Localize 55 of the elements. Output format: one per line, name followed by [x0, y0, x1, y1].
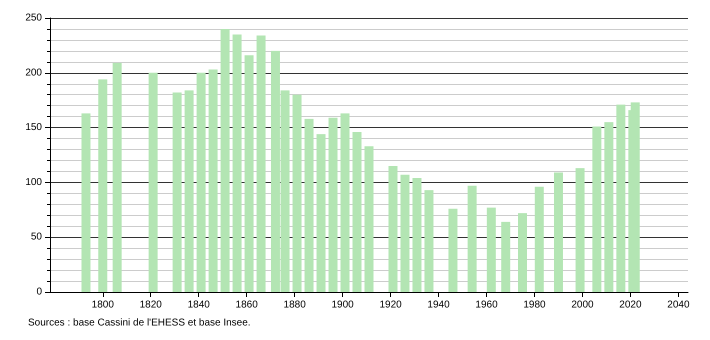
- y-tick-label: 250: [25, 12, 42, 24]
- bar: [98, 79, 108, 292]
- bar: [208, 70, 218, 292]
- y-tick-label: 100: [25, 176, 42, 188]
- x-tick-label: 1900: [331, 300, 354, 310]
- bar: [364, 146, 374, 292]
- bar: [220, 28, 230, 292]
- bar: [184, 90, 194, 292]
- x-tick-label: 1980: [523, 300, 546, 310]
- bar: [148, 72, 158, 292]
- bar: [554, 172, 563, 292]
- bar: [630, 102, 640, 292]
- bar: [424, 190, 434, 292]
- bar: [81, 113, 90, 292]
- bar: [604, 122, 614, 292]
- bar: [576, 168, 585, 292]
- x-tick-label: 2040: [667, 300, 690, 310]
- x-tick-label: 1840: [188, 300, 210, 310]
- bar: [196, 72, 206, 292]
- x-tick-label: 1880: [284, 300, 306, 310]
- y-tick-label: 150: [25, 122, 42, 134]
- bar: [501, 222, 510, 292]
- bar: [616, 104, 626, 292]
- x-tick-label: 2020: [619, 300, 642, 310]
- bar: [518, 213, 528, 292]
- x-tick-label: 1860: [236, 300, 258, 310]
- y-tick-label: 50: [30, 232, 42, 243]
- bar: [534, 186, 544, 292]
- bar: [352, 132, 362, 292]
- x-tick-label: 1920: [379, 300, 402, 310]
- bar: [340, 113, 350, 292]
- bar: [400, 174, 410, 292]
- bar: [112, 62, 122, 292]
- bar: [292, 94, 302, 292]
- source-note: Sources : base Cassini de l'EHESS et base Insee.: [28, 318, 251, 328]
- x-tick-label: 1820: [140, 300, 162, 310]
- bar: [448, 208, 458, 292]
- x-tick-label: 1960: [475, 300, 498, 310]
- x-tick-label: 1800: [92, 300, 114, 310]
- bar: [316, 134, 326, 292]
- bar: [244, 55, 254, 292]
- bar: [256, 36, 266, 292]
- bar: [232, 34, 242, 292]
- y-tick-label: 0: [36, 286, 42, 298]
- x-tick-label: 1940: [427, 300, 450, 310]
- bar: [304, 118, 314, 292]
- y-tick-label: 200: [25, 67, 42, 78]
- bar: [412, 178, 422, 292]
- x-tick-label: 2000: [571, 300, 594, 310]
- bar: [486, 208, 496, 292]
- bar: [592, 126, 602, 292]
- bar: [468, 186, 477, 292]
- bar: [388, 166, 398, 292]
- bar: [328, 118, 338, 292]
- bar: [172, 92, 182, 292]
